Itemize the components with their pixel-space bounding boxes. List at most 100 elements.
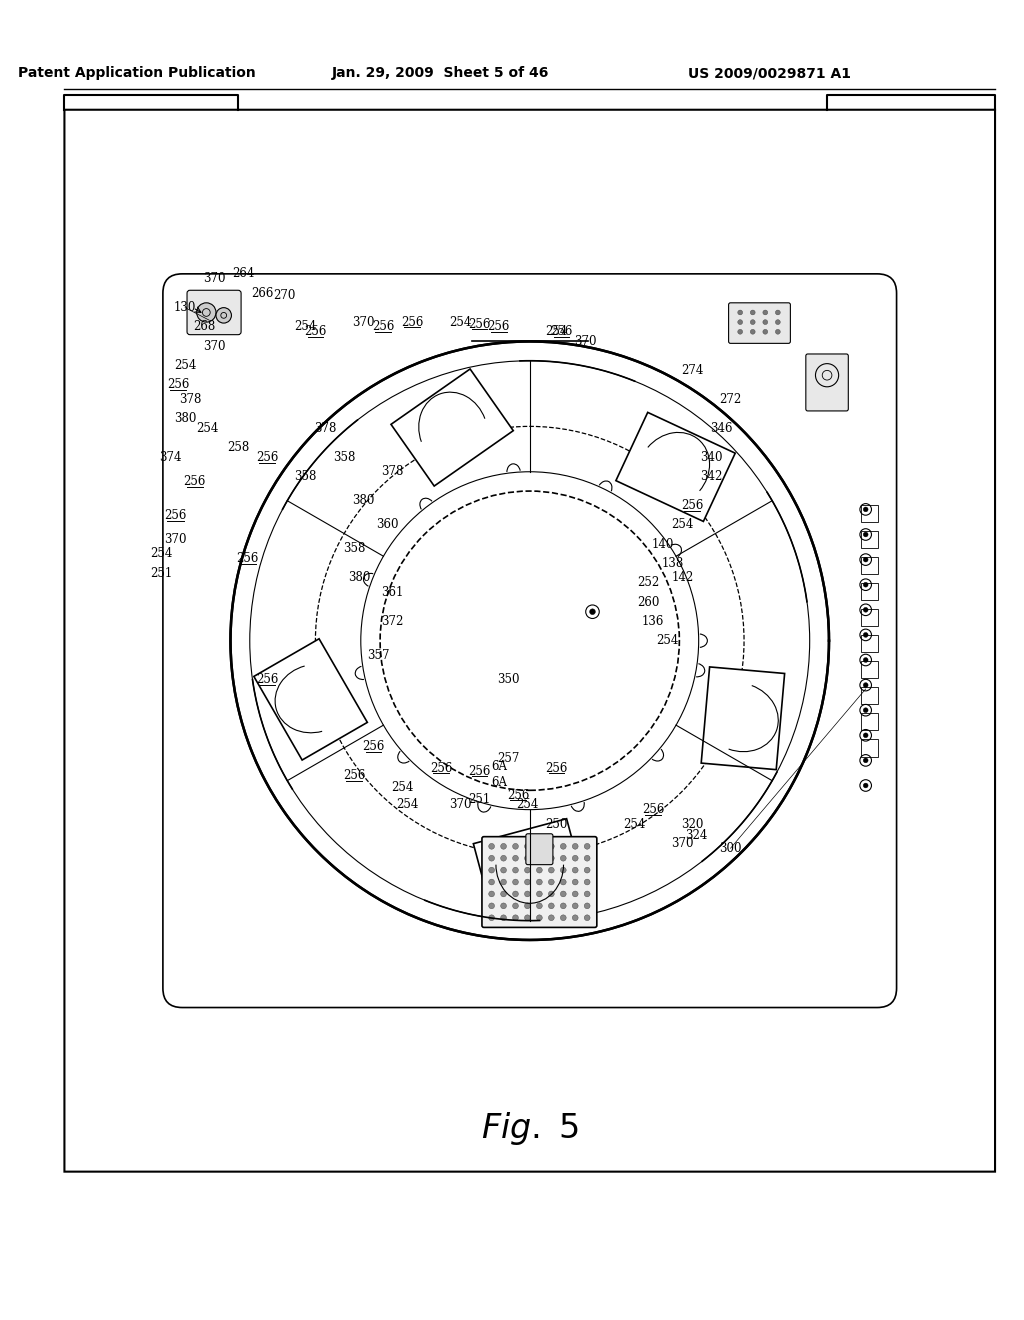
Text: 268: 268 xyxy=(194,321,215,334)
Circle shape xyxy=(572,843,579,849)
Text: 324: 324 xyxy=(685,829,708,842)
Circle shape xyxy=(501,915,507,920)
Circle shape xyxy=(524,867,530,873)
Circle shape xyxy=(488,879,495,884)
Circle shape xyxy=(537,867,543,873)
Text: 380: 380 xyxy=(174,412,197,425)
Text: 257: 257 xyxy=(498,752,520,766)
Circle shape xyxy=(560,903,566,908)
Circle shape xyxy=(585,879,590,884)
Text: 270: 270 xyxy=(273,289,296,301)
Circle shape xyxy=(501,867,507,873)
Text: 266: 266 xyxy=(251,286,273,300)
Text: 350: 350 xyxy=(498,673,520,686)
Circle shape xyxy=(524,891,530,896)
Circle shape xyxy=(537,855,543,861)
Text: 254: 254 xyxy=(671,519,693,532)
Circle shape xyxy=(751,330,755,334)
Text: 251: 251 xyxy=(150,566,172,579)
Circle shape xyxy=(524,903,530,908)
Circle shape xyxy=(216,308,231,323)
Text: 274: 274 xyxy=(681,364,703,378)
Circle shape xyxy=(863,682,868,688)
Circle shape xyxy=(775,330,780,334)
Text: 378: 378 xyxy=(382,465,403,478)
Text: Jan. 29, 2009  Sheet 5 of 46: Jan. 29, 2009 Sheet 5 of 46 xyxy=(332,66,550,81)
Polygon shape xyxy=(391,370,513,486)
Circle shape xyxy=(590,609,595,615)
Text: 256: 256 xyxy=(256,673,279,686)
Text: 256: 256 xyxy=(468,764,490,777)
Text: 370: 370 xyxy=(203,272,225,285)
Text: 360: 360 xyxy=(377,519,399,532)
Bar xyxy=(861,661,879,678)
Circle shape xyxy=(863,657,868,663)
Text: 256: 256 xyxy=(256,450,279,463)
Circle shape xyxy=(513,843,518,849)
Circle shape xyxy=(751,310,755,315)
Text: 250: 250 xyxy=(546,817,568,830)
Text: 140: 140 xyxy=(651,537,674,550)
Text: 320: 320 xyxy=(681,817,703,830)
Text: 358: 358 xyxy=(343,543,366,556)
Text: 256: 256 xyxy=(681,499,703,512)
Circle shape xyxy=(488,855,495,861)
Text: 254: 254 xyxy=(517,799,539,812)
Text: 256: 256 xyxy=(362,741,385,754)
Text: 254: 254 xyxy=(150,548,172,560)
Circle shape xyxy=(501,855,507,861)
Text: 258: 258 xyxy=(227,441,249,454)
Circle shape xyxy=(585,867,590,873)
Text: 256: 256 xyxy=(642,803,665,816)
Circle shape xyxy=(524,915,530,920)
Circle shape xyxy=(737,330,742,334)
Circle shape xyxy=(737,319,742,325)
Circle shape xyxy=(549,855,554,861)
Text: 252: 252 xyxy=(637,577,659,589)
Circle shape xyxy=(488,903,495,908)
Circle shape xyxy=(549,879,554,884)
Text: 136: 136 xyxy=(642,615,665,628)
Circle shape xyxy=(585,891,590,896)
Text: 256: 256 xyxy=(372,321,394,334)
Text: 256: 256 xyxy=(468,318,490,330)
Circle shape xyxy=(513,891,518,896)
Text: 256: 256 xyxy=(551,325,572,338)
Text: 380: 380 xyxy=(348,572,370,585)
Circle shape xyxy=(488,843,495,849)
Text: $\mathit{Fig.}$ $\mathit{5}$: $\mathit{Fig.}$ $\mathit{5}$ xyxy=(481,1110,579,1147)
Text: 254: 254 xyxy=(396,799,419,812)
Circle shape xyxy=(549,843,554,849)
Circle shape xyxy=(585,843,590,849)
Circle shape xyxy=(863,607,868,612)
Text: 254: 254 xyxy=(197,422,218,434)
Circle shape xyxy=(560,879,566,884)
FancyBboxPatch shape xyxy=(729,302,791,343)
Text: 254: 254 xyxy=(174,359,197,372)
Text: 256: 256 xyxy=(167,379,189,391)
Circle shape xyxy=(863,733,868,738)
Text: 254: 254 xyxy=(656,634,679,647)
Circle shape xyxy=(863,632,868,638)
Circle shape xyxy=(572,867,579,873)
Text: 138: 138 xyxy=(662,557,684,570)
Circle shape xyxy=(863,557,868,562)
Circle shape xyxy=(488,891,495,896)
Circle shape xyxy=(572,891,579,896)
Bar xyxy=(861,713,879,730)
Text: 370: 370 xyxy=(164,533,186,546)
Text: 370: 370 xyxy=(352,315,375,329)
Bar xyxy=(861,504,879,521)
Circle shape xyxy=(537,843,543,849)
Bar xyxy=(861,635,879,652)
Text: 361: 361 xyxy=(382,586,403,599)
Circle shape xyxy=(572,879,579,884)
Polygon shape xyxy=(473,818,586,916)
Circle shape xyxy=(751,319,755,325)
Bar xyxy=(861,609,879,626)
Circle shape xyxy=(572,903,579,908)
Circle shape xyxy=(560,843,566,849)
Polygon shape xyxy=(254,639,368,760)
Circle shape xyxy=(572,855,579,861)
Circle shape xyxy=(537,891,543,896)
